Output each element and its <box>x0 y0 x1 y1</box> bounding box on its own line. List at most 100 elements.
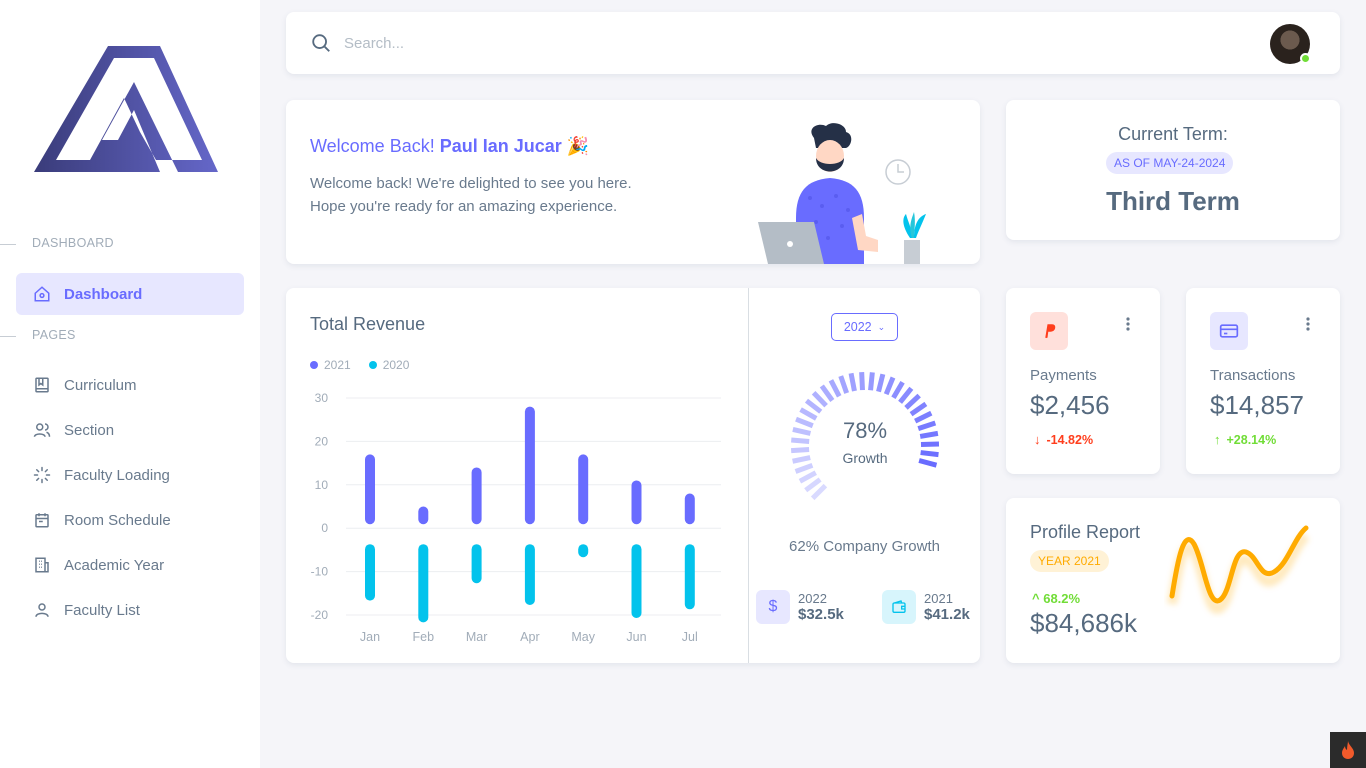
bar-2020-feb <box>418 544 429 623</box>
sidebar-item-faculty-list[interactable]: Faculty List <box>16 589 244 631</box>
gauge-segment <box>810 483 828 501</box>
bar-2020-jun <box>631 544 642 618</box>
card-divider <box>748 288 749 663</box>
bar-2020-mar <box>471 544 482 584</box>
y-tick-label: 0 <box>321 521 328 535</box>
legend-item-2021[interactable]: 2021 <box>310 358 351 372</box>
stat-value: $32.5k <box>798 606 844 623</box>
welcome-line-2: Hope you're ready for an amazing experie… <box>310 198 618 215</box>
bar-2020-may <box>578 544 589 558</box>
chevron-down-icon: ⌄ <box>877 321 886 332</box>
gauge-segment <box>917 420 937 431</box>
profile-value: $84,686k <box>1030 608 1137 638</box>
gauge-segment <box>794 462 814 474</box>
profile-report-title: Profile Report <box>1030 522 1141 542</box>
year-dropdown[interactable]: 2022 ⌄ <box>831 313 898 341</box>
x-tick-label: Jul <box>682 630 698 644</box>
gauge-segment <box>792 427 811 436</box>
current-term-title: Current Term: <box>1118 124 1228 144</box>
current-term-card: Current Term: AS OF MAY-24-2024 Third Te… <box>1006 100 1340 240</box>
sidebar-item-label: Curriculum <box>64 376 137 394</box>
sidebar: DASHBOARD Dashboard PAGES Curriculum Sec… <box>0 0 260 768</box>
welcome-card: Welcome Back! Paul Ian Jucar 🎉 Welcome b… <box>286 100 980 264</box>
sidebar-item-label: Faculty Loading <box>64 466 170 484</box>
total-revenue-card: Total Revenue 2021 2020 30 20 10 0 -10 -20 Jan… <box>286 288 980 663</box>
x-tick-label: Jan <box>360 630 380 644</box>
man-with-laptop-illustration <box>758 123 926 264</box>
gauge-segment <box>920 450 939 458</box>
app-logo[interactable] <box>30 40 222 180</box>
more-options-icon[interactable] <box>1302 316 1314 332</box>
sidebar-item-label: Faculty List <box>64 601 140 619</box>
gauge-segment <box>804 477 822 493</box>
search-icon[interactable] <box>310 32 332 54</box>
growth-percentage: 78% <box>842 418 888 443</box>
gauge-segment <box>883 376 896 396</box>
wallet-icon <box>882 590 916 624</box>
welcome-title-prefix: Welcome Back! <box>310 136 435 156</box>
transactions-change: ↑ +28.14% <box>1214 432 1276 447</box>
gauge-segment <box>790 447 810 454</box>
total-revenue-title: Total Revenue <box>310 314 426 334</box>
sidebar-item-curriculum[interactable]: Curriculum <box>16 364 244 406</box>
sidebar-item-dashboard[interactable]: Dashboard <box>16 273 244 315</box>
gauge-segment <box>904 393 921 410</box>
profile-change-value: 68.2% <box>1043 591 1081 606</box>
more-options-icon[interactable] <box>1122 316 1134 332</box>
menu-header-pages: PAGES <box>0 328 76 342</box>
gauge-segment <box>868 372 875 391</box>
chart-legend: 2021 2020 <box>310 358 427 372</box>
top-navbar <box>286 12 1340 74</box>
user-icon <box>32 600 52 620</box>
gauge-segment <box>811 391 828 408</box>
welcome-title: Welcome Back! Paul Ian Jucar 🎉 <box>310 136 589 157</box>
search-input[interactable] <box>344 30 944 56</box>
flame-icon[interactable] <box>1330 732 1366 768</box>
gauge-segment <box>795 416 814 429</box>
online-status-dot <box>1300 53 1311 64</box>
stat-year: 2022 <box>798 591 827 606</box>
year-dropdown-value: 2022 <box>843 320 872 334</box>
stat-year: 2021 <box>924 591 953 606</box>
gauge-segment <box>838 375 850 394</box>
sidebar-item-label: Room Schedule <box>64 511 171 529</box>
bar-2021-feb <box>418 506 429 525</box>
bar-2021-jan <box>365 454 375 525</box>
gauge-segment <box>876 373 886 393</box>
growth-radial-gauge <box>790 371 940 501</box>
legend-item-2020[interactable]: 2020 <box>368 358 409 372</box>
gauge-segment <box>891 380 905 400</box>
sidebar-item-label: Dashboard <box>64 285 143 303</box>
payments-change: ↓ -14.82% <box>1034 432 1093 447</box>
sidebar-item-academic-year[interactable]: Academic Year <box>16 544 244 586</box>
calendar-icon <box>32 510 52 530</box>
x-tick-label: Mar <box>466 630 488 644</box>
profile-change: ^ 68.2% <box>1032 591 1080 606</box>
menu-header-dashboard: DASHBOARD <box>0 236 114 250</box>
current-term-value: Third Term <box>1106 186 1240 216</box>
y-tick-label: -20 <box>311 608 329 622</box>
users-icon <box>32 420 52 440</box>
legend-dot <box>368 361 377 369</box>
gauge-segment <box>919 430 939 439</box>
bar-2021-mar <box>471 467 482 525</box>
user-name: Paul Ian Jucar <box>439 136 562 156</box>
y-tick-label: 20 <box>315 434 329 448</box>
payments-card: Payments $2,456 ↓ -14.82% <box>1006 288 1160 474</box>
gauge-segment <box>804 398 823 414</box>
welcome-line-1: Welcome back! We're delighted to see you… <box>310 175 632 192</box>
gauge-segment <box>859 371 865 391</box>
gauge-segment <box>898 386 914 404</box>
sidebar-item-room-schedule[interactable]: Room Schedule <box>16 499 244 541</box>
sidebar-item-section[interactable]: Section <box>16 409 244 451</box>
legend-label: 2021 <box>324 358 351 372</box>
stat-2022: $ 2022 $32.5k <box>756 590 844 624</box>
year-badge: YEAR 2021 <box>1030 550 1109 572</box>
profile-sparkline <box>1167 525 1310 614</box>
sidebar-item-faculty-loading[interactable]: Faculty Loading <box>16 454 244 496</box>
company-growth-text: 62% Company Growth <box>789 538 940 555</box>
user-avatar[interactable] <box>1270 24 1311 64</box>
y-tick-label: 30 <box>315 391 329 405</box>
gauge-segment <box>819 384 835 402</box>
x-tick-label: Jun <box>626 630 646 644</box>
